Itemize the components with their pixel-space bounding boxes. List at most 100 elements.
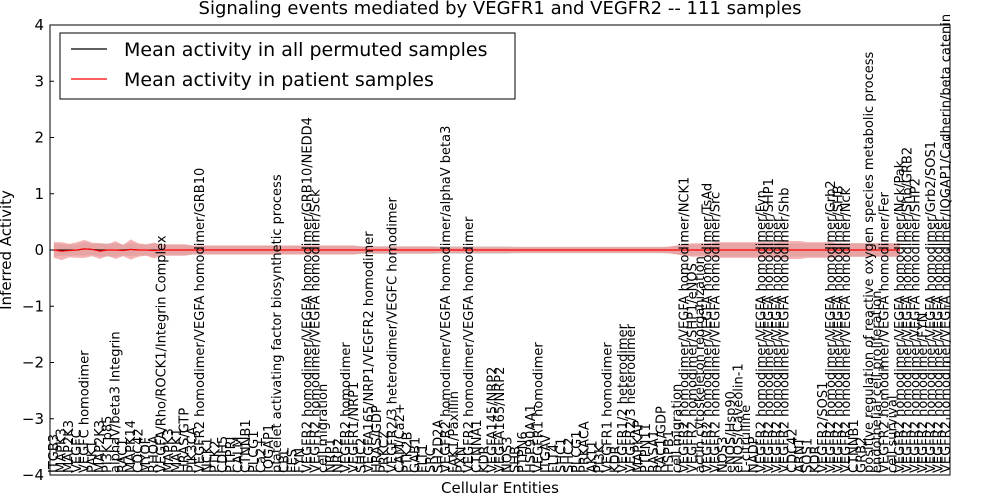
x-axis-label: Cellular Entities [441,479,559,497]
category-label: HRAS/GDP [370,405,385,473]
category-label: VEGFA/Rho/ROCK1/Integrin Complex [155,235,170,473]
category-label: PAK1 [85,440,100,473]
category-label: VEGFR2 homodimer/VEGFA homodimer/GRB10/N… [301,117,316,473]
category-label: FYN [293,448,308,473]
category-label: GRB2 [855,437,870,473]
category-label: VEGFR2 homodimer/VEGFA homodimer/Shb [778,188,793,473]
category-label: CDC42 [131,428,146,473]
category-label: ARNT [793,437,808,473]
category-label: VEGFR2 homodimer/VEGFA homodimer/SHB [831,185,846,473]
legend: Mean activity in all permuted samples Me… [59,32,516,100]
category-label: platelet activating factor biosynthetic … [270,174,285,473]
category-label: KDR [478,445,493,473]
y-tick-label: 4 [34,16,44,34]
category-label: VEGFR2 homodimer/VEGFA homodimer/TsAd [701,183,716,473]
category-label: VEGFR1/NRP1 [347,382,362,473]
category-label: CTNNB1 [239,419,254,473]
category-label: VEGFR2 homodimer/VEGFA homodimer [462,216,477,473]
category-label: VEGFR2 homodimer/VEGFA homodimer/Grb2 [824,180,839,473]
category-label: FLT4 [547,444,562,473]
category-label: MAPK3 [55,428,70,473]
category-label: VEGFR2 homodimer/VEGFA homodimer [931,216,946,473]
category-label: RAC1/GDP [655,406,670,473]
category-label: VEGFR2 homodimer/FYN [916,313,931,473]
category-label: eNOS/Caveolin-1 [731,363,746,473]
category-label: VEGFR2 homodimer/SHP1/eNOS [685,263,700,473]
category-label: SRC [424,447,439,473]
category-label: PRKCZ [378,430,393,473]
category-label: PLCG1 [247,430,262,473]
category-label: HSP90AA1 [524,404,539,473]
category-label: PTPN6 [516,431,531,473]
category-label: RAC1 [116,438,131,473]
category-label: VEGFR2 homodimer/VEGFA homodimer/Shb/GRB… [901,147,916,473]
category-label: alphaV/beta3 Integrin [108,331,123,473]
category-label: FES [285,449,300,473]
category-label: CALM [231,437,246,473]
category-label: positive regulation of reactive oxygen s… [862,51,877,473]
category-label: MAP2K3 [93,420,108,473]
category-label: VEGFR1/2 heterodimer [616,323,631,473]
category-label: SHC2 [355,438,370,473]
category-label: VEGFR2 homodimer/VEGFA homodimer/Nck/Pak [893,160,908,473]
category-label: PLCG1 [570,430,585,473]
category-label: KDR [608,445,623,473]
y-tick-label: 1 [34,185,44,203]
y-tick-label: −1 [22,297,44,315]
category-label: VEGFA165/NRP2 [493,367,508,473]
category-label: eNOS/Hsp90 [724,391,739,473]
category-label: VEGFR2 homodimer/VEGFA homodimer/Sck [308,189,323,473]
plot-frame [49,24,951,476]
category-label: VEGFA165/NRP1/VEGFR2 homodimer [362,231,377,473]
category-label: Ca2+ [255,437,270,473]
category-label: NRP1 [324,438,339,473]
category-label: FLT1 [416,444,431,473]
category-label: NOS3 [716,437,731,473]
y-axis-ticks: −4 −3 −2 −1 0 1 2 3 4 [22,16,950,484]
y-tick-label: 0 [34,241,44,259]
category-label: PTK2B [401,432,416,474]
category-label: NOS3 [501,437,516,473]
category-label: MAPK14 [124,420,139,473]
category-label: VEGFR1 homodimer [601,342,616,473]
category-label: cell migration [316,384,331,473]
category-label: RASA1 [647,430,662,473]
legend-label-patient: Mean activity in patient samples [124,69,434,91]
category-label: PI3K p85 [101,416,116,473]
category-label: MAP2K3 [62,420,77,473]
category-label: MAPK3 [162,428,177,473]
category-label: HSPB1 [662,430,677,473]
category-label: SOS1 [801,438,816,473]
category-label: CDH5 [216,436,231,473]
category-label: VEGFR2/SOS1 [816,382,831,473]
category-label: MAPK1 [170,428,185,473]
category-label: NRP2 [331,438,346,473]
category-label: VEGFC [70,429,85,473]
category-label: MAPKAP [631,420,646,473]
category-label: IQGAP1 [262,424,277,473]
category-label: actin cytoskeleton reorganization [693,256,708,473]
category-label: VEGFC homodimer [78,350,93,473]
category-label: NADP [747,436,762,473]
category-label: VEGFR2 homodimer/VEGFA homodimer/GRB10 [193,168,208,473]
category-label: VEGFR2 homodimer [339,342,354,473]
category-label: SHC2 [562,438,577,473]
legend-box [59,32,516,100]
y-tick-label: 3 [34,72,44,90]
category-label: PXN [455,447,470,473]
y-tick-label: 2 [34,129,44,147]
category-label: SHC1 [555,438,570,473]
category-label: CTNNA1 [470,419,485,473]
category-label: VEGFR2 homodimer/VEGFA homodimer [770,216,785,473]
category-label: VEGFR2/3 heterodimer/VEGFC homodimer [385,196,400,473]
category-label: SH2D2A [431,419,446,473]
category-label: VEGFR2 homodimer/VEGFA homodimer/Nck [839,187,854,473]
category-label: VEGFR2 homodimer/VEGFA homodimer/SHP2 [908,178,923,473]
category-label: VEGFR2 homodimer/VEGFA homodimer/Src [708,192,723,473]
category-label: L-citrulline [739,405,754,473]
category-label: VEGFR2 homodimer/VEGFA homodimer/IQGAP1/… [939,14,954,473]
chart-title: Signaling events mediated by VEGFR1 and … [199,0,802,19]
category-label: PTPN11 [639,423,654,473]
